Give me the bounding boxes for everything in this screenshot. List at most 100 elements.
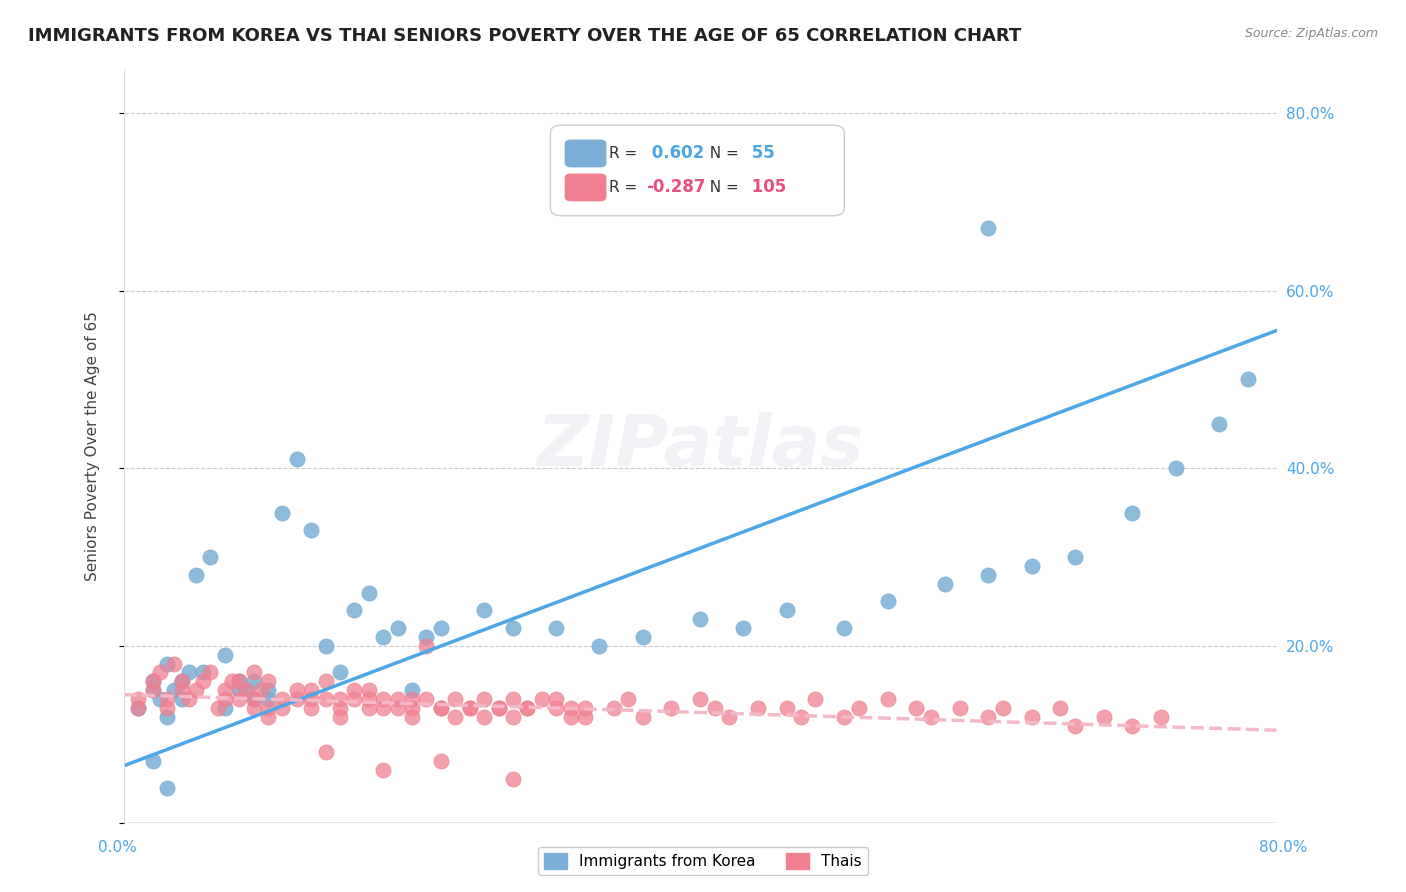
Point bbox=[733, 621, 755, 635]
Point bbox=[444, 710, 467, 724]
Point bbox=[200, 549, 222, 564]
Point bbox=[257, 701, 280, 715]
Point bbox=[271, 692, 294, 706]
Point bbox=[530, 692, 553, 706]
Point bbox=[588, 639, 610, 653]
Point bbox=[170, 674, 193, 689]
Point bbox=[401, 692, 423, 706]
Y-axis label: Seniors Poverty Over the Age of 65: Seniors Poverty Over the Age of 65 bbox=[86, 311, 100, 581]
Point bbox=[689, 612, 711, 626]
Point bbox=[235, 683, 257, 698]
Point bbox=[170, 674, 193, 689]
Point bbox=[156, 780, 179, 795]
Point bbox=[430, 701, 453, 715]
Point bbox=[257, 683, 280, 698]
Point bbox=[228, 674, 250, 689]
Point bbox=[1121, 506, 1143, 520]
Point bbox=[127, 692, 149, 706]
Point bbox=[242, 665, 264, 680]
Point bbox=[329, 665, 352, 680]
Point bbox=[214, 701, 236, 715]
Point bbox=[170, 683, 193, 698]
Point bbox=[242, 674, 264, 689]
Point bbox=[127, 701, 149, 715]
Point bbox=[242, 701, 264, 715]
FancyBboxPatch shape bbox=[565, 140, 606, 167]
Text: R =: R = bbox=[609, 179, 643, 194]
Point bbox=[142, 674, 165, 689]
Point bbox=[661, 701, 683, 715]
Point bbox=[142, 683, 165, 698]
Point bbox=[271, 701, 294, 715]
Point bbox=[228, 692, 250, 706]
Point bbox=[703, 701, 725, 715]
Point bbox=[214, 648, 236, 662]
Point bbox=[285, 692, 308, 706]
Point bbox=[387, 621, 409, 635]
Point bbox=[142, 754, 165, 768]
Point bbox=[149, 692, 172, 706]
Point bbox=[934, 576, 956, 591]
Point bbox=[832, 621, 855, 635]
Point bbox=[804, 692, 827, 706]
Point bbox=[357, 683, 380, 698]
Point bbox=[299, 701, 322, 715]
Point bbox=[387, 701, 409, 715]
Point bbox=[1164, 461, 1187, 475]
Point bbox=[848, 701, 870, 715]
Text: R =: R = bbox=[609, 145, 643, 161]
Point bbox=[343, 692, 366, 706]
Point bbox=[948, 701, 970, 715]
Point bbox=[299, 692, 322, 706]
Point bbox=[257, 710, 280, 724]
Point bbox=[357, 701, 380, 715]
Point bbox=[631, 710, 654, 724]
Point bbox=[747, 701, 769, 715]
Point bbox=[1121, 719, 1143, 733]
Point bbox=[156, 657, 179, 671]
Point bbox=[214, 683, 236, 698]
Point bbox=[502, 621, 524, 635]
Point bbox=[343, 603, 366, 617]
Point bbox=[184, 567, 207, 582]
Point bbox=[488, 701, 510, 715]
Point bbox=[329, 701, 352, 715]
Point bbox=[430, 621, 453, 635]
Point bbox=[156, 701, 179, 715]
Point bbox=[214, 692, 236, 706]
Text: N =: N = bbox=[700, 145, 744, 161]
Point bbox=[373, 692, 395, 706]
Point bbox=[415, 692, 437, 706]
Point bbox=[472, 692, 495, 706]
Point bbox=[221, 674, 243, 689]
Point bbox=[1063, 549, 1085, 564]
Text: 55: 55 bbox=[747, 145, 775, 162]
Point bbox=[401, 710, 423, 724]
Point bbox=[387, 692, 409, 706]
Point bbox=[920, 710, 942, 724]
Legend: Immigrants from Korea, Thais: Immigrants from Korea, Thais bbox=[538, 847, 868, 875]
Point bbox=[315, 674, 337, 689]
Text: 80.0%: 80.0% bbox=[1260, 840, 1308, 855]
Point bbox=[876, 594, 898, 608]
Point bbox=[1021, 558, 1043, 573]
Point bbox=[285, 452, 308, 467]
Point bbox=[832, 710, 855, 724]
Point bbox=[502, 772, 524, 786]
Point bbox=[546, 692, 568, 706]
Point bbox=[373, 763, 395, 777]
Point bbox=[401, 701, 423, 715]
Point bbox=[1236, 372, 1258, 386]
Point bbox=[790, 710, 813, 724]
Point bbox=[228, 674, 250, 689]
Point bbox=[177, 692, 200, 706]
FancyBboxPatch shape bbox=[565, 174, 606, 201]
FancyBboxPatch shape bbox=[550, 125, 844, 216]
Point bbox=[257, 674, 280, 689]
Point bbox=[170, 692, 193, 706]
Point bbox=[285, 683, 308, 698]
Text: 0.602: 0.602 bbox=[645, 145, 704, 162]
Point bbox=[1049, 701, 1071, 715]
Point bbox=[329, 692, 352, 706]
Point bbox=[271, 506, 294, 520]
